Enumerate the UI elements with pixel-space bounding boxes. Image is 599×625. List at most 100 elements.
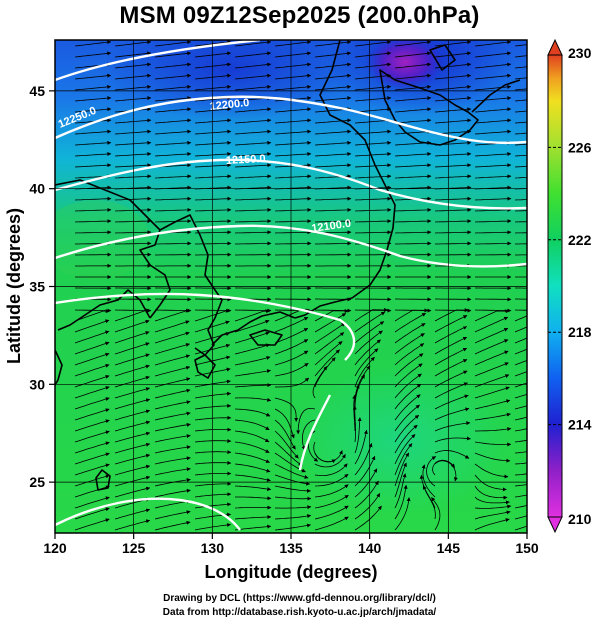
streamline-arrow <box>74 140 112 146</box>
streamline-arrow <box>194 51 232 58</box>
streamline-arrow <box>154 140 192 146</box>
streamline-arrow <box>474 452 511 463</box>
streamline-arrow <box>354 163 392 168</box>
streamline-arrow <box>114 62 152 69</box>
streamline-arrow <box>154 388 191 399</box>
streamline-arrow <box>394 473 407 509</box>
streamline-arrow <box>474 129 512 135</box>
contour-labels: 12250.0 12200.0 12150.0 12100.0 <box>57 97 352 235</box>
streamline-arrow <box>474 118 512 124</box>
streamline-arrow <box>314 62 352 69</box>
temperature-field <box>55 40 527 533</box>
streamline-arrow <box>354 207 392 212</box>
streamline-arrow <box>301 419 316 451</box>
streamline-arrow <box>274 51 312 58</box>
colorbar-tick-label: 222 <box>568 232 592 248</box>
streamline-arrow <box>274 408 295 439</box>
streamline-arrow <box>194 415 232 421</box>
colorbar-tick-label: 226 <box>568 139 592 155</box>
streamline-arrow <box>274 219 312 224</box>
streamline-arrow <box>74 163 112 168</box>
streamline-arrow <box>194 438 232 443</box>
streamline-arrow <box>74 107 112 113</box>
streamline-arrow <box>74 496 110 509</box>
streamline-arrow <box>354 455 376 487</box>
streamline-arrow <box>74 40 112 47</box>
streamline-arrow <box>514 221 527 223</box>
streamline-arrow <box>474 399 511 410</box>
streamline-arrow <box>74 308 112 313</box>
streamline-arrow <box>114 73 152 80</box>
streamline-arrow <box>474 463 509 479</box>
y-axis-label: Latitude (degrees) <box>4 208 24 364</box>
streamline-arrow <box>154 365 191 377</box>
streamline-arrow <box>314 118 352 124</box>
streamline-arrow <box>274 129 312 135</box>
streamline-arrow <box>354 374 365 410</box>
streamline-arrow <box>234 309 270 322</box>
streamline-arrow <box>394 323 426 344</box>
streamline-arrow <box>514 393 527 399</box>
streamline-arrow <box>314 207 352 212</box>
streamline-arrow <box>154 467 191 476</box>
streamline-arrow <box>154 129 192 135</box>
streamline-arrow <box>422 485 436 520</box>
streamline-arrow <box>514 143 527 146</box>
streamline-arrow <box>474 219 512 224</box>
streamline-arrow <box>74 474 110 487</box>
streamline-arrow <box>274 107 312 113</box>
streamline-arrow <box>194 308 232 313</box>
streamline-arrow <box>274 140 312 146</box>
credit-data: Data from http://database.rish.kyoto-u.a… <box>162 607 437 618</box>
streamline-arrow <box>234 219 272 224</box>
streamline-arrow <box>154 510 191 520</box>
map-figure: 12250.0 12200.0 12150.0 12100.0 120 125 13… <box>4 38 592 582</box>
streamline-arrow <box>74 441 110 454</box>
streamline-arrow <box>354 480 379 509</box>
streamline-arrow <box>194 427 232 432</box>
streamline-arrow <box>74 309 110 322</box>
streamline-arrow <box>474 309 509 322</box>
streamline-arrow <box>74 386 110 399</box>
streamline-arrow <box>475 427 512 432</box>
streamline-arrow <box>154 196 192 201</box>
streamline-arrow <box>114 96 152 102</box>
streamline-arrow <box>234 515 272 520</box>
colorbar: 210 214 218 222 226 230 <box>547 38 592 534</box>
streamline-arrow <box>394 118 432 124</box>
streamline-arrow <box>394 434 416 465</box>
streamline-arrow <box>234 369 271 377</box>
streamline-arrow <box>434 382 468 399</box>
streamline-arrow <box>474 362 509 377</box>
streamline-arrow <box>234 505 272 510</box>
streamline-arrow <box>114 464 151 476</box>
streamline-arrow <box>354 230 392 235</box>
colorbar-tick-label: 230 <box>568 45 592 61</box>
streamline-arrow <box>154 320 190 333</box>
streamline-arrow <box>274 196 312 201</box>
streamline-arrow <box>394 140 432 146</box>
streamline-arrow <box>394 333 425 355</box>
streamline-arrow <box>434 308 469 322</box>
streamline-arrow <box>314 505 349 520</box>
streamline-arrow <box>354 468 378 498</box>
streamline-arrow <box>474 485 508 500</box>
streamline-arrow <box>434 40 472 47</box>
streamline-arrow <box>514 515 527 520</box>
streamline-arrow <box>234 174 272 179</box>
streamline-arrow <box>114 174 152 179</box>
streamline-arrow <box>194 163 232 168</box>
streamline-arrow <box>74 485 110 498</box>
streamline-arrow <box>354 152 392 157</box>
streamline-arrow <box>154 422 191 432</box>
streamline-arrow <box>434 140 472 146</box>
streamline-arrow <box>474 96 512 102</box>
streamline-arrow <box>314 349 340 377</box>
streamline-arrow <box>354 107 392 113</box>
streamline-arrow <box>114 409 151 421</box>
streamline-arrow <box>514 371 527 377</box>
streamline-arrow <box>74 96 112 102</box>
streamline-arrow <box>514 484 527 487</box>
streamline-arrow <box>394 40 432 47</box>
streamline-arrow <box>74 374 110 388</box>
